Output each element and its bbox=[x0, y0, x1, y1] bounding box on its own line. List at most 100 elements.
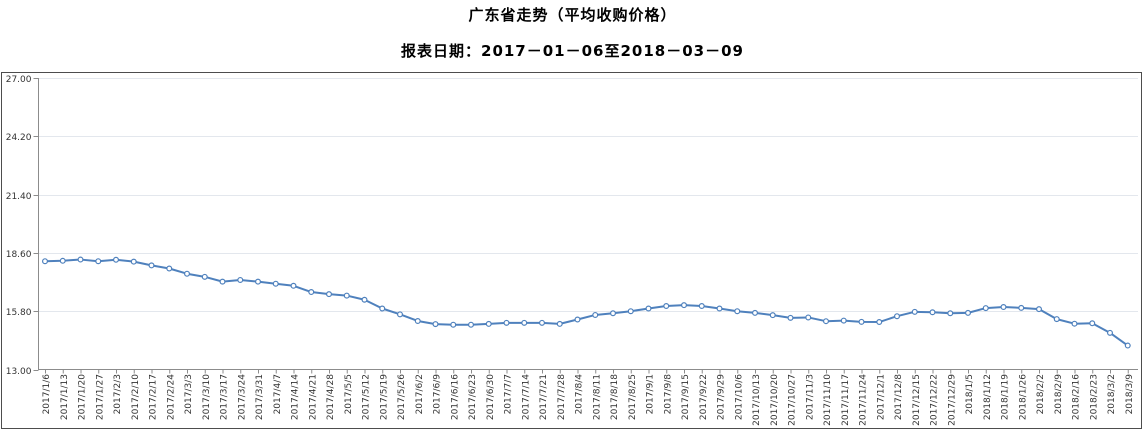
data-point-marker bbox=[556, 320, 563, 327]
x-axis-label: 2017/12/15 bbox=[912, 374, 922, 426]
data-point-marker bbox=[645, 305, 652, 312]
data-point-marker bbox=[929, 309, 936, 316]
x-axis-label: 2017/2/17 bbox=[149, 374, 159, 420]
data-point-marker bbox=[521, 319, 528, 326]
x-axis-label: 2018/2/23 bbox=[1089, 374, 1099, 420]
x-axis-label: 2017/6/9 bbox=[433, 374, 443, 415]
x-axis-label: 2017/8/25 bbox=[628, 374, 638, 420]
y-axis-label: 18.60 bbox=[6, 250, 32, 260]
data-point-marker bbox=[716, 305, 723, 312]
data-point-marker bbox=[698, 302, 705, 309]
x-axis-label: 2017/9/22 bbox=[699, 374, 709, 420]
x-axis-label: 2017/11/3 bbox=[805, 374, 815, 420]
x-axis-label: 2017/6/23 bbox=[468, 374, 478, 420]
x-axis-label: 2017/2/3 bbox=[113, 374, 123, 414]
data-point-marker bbox=[237, 276, 244, 283]
data-point-marker bbox=[1106, 329, 1113, 336]
x-axis-label: 2017/12/8 bbox=[894, 374, 904, 420]
data-point-marker bbox=[326, 291, 333, 298]
x-axis-label: 2017/2/10 bbox=[131, 374, 141, 420]
x-axis-label: 2017/12/22 bbox=[930, 374, 940, 426]
x-axis-label: 2017/4/21 bbox=[308, 374, 318, 420]
x-axis-label: 2017/9/29 bbox=[717, 374, 727, 420]
data-point-marker bbox=[201, 273, 208, 280]
data-point-marker bbox=[272, 280, 279, 287]
x-axis-label: 2017/1/13 bbox=[60, 374, 70, 420]
data-point-marker bbox=[769, 312, 776, 319]
x-axis-label: 2017/10/20 bbox=[770, 374, 780, 426]
data-point-marker bbox=[574, 316, 581, 323]
x-axis-label: 2017/5/12 bbox=[362, 374, 372, 420]
x-axis-label: 2017/7/7 bbox=[504, 374, 514, 414]
x-axis-label: 2017/1/6 bbox=[42, 374, 52, 415]
x-axis-label: 2017/2/24 bbox=[166, 374, 176, 420]
data-point-marker bbox=[1071, 320, 1078, 327]
y-axis-label: 15.80 bbox=[6, 308, 32, 318]
x-axis-label: 2017/12/29 bbox=[947, 374, 957, 426]
data-point-marker bbox=[166, 265, 173, 272]
x-axis-label: 2017/7/14 bbox=[521, 374, 531, 420]
data-point-marker bbox=[751, 309, 758, 316]
data-point-marker bbox=[148, 262, 155, 269]
x-axis-label: 2018/1/5 bbox=[965, 374, 975, 414]
y-axis-label: 24.20 bbox=[6, 133, 32, 143]
data-point-marker bbox=[876, 319, 883, 326]
x-axis-label: 2017/10/27 bbox=[788, 374, 798, 426]
data-point-marker bbox=[219, 278, 226, 285]
data-point-marker bbox=[680, 302, 687, 309]
data-point-marker bbox=[822, 318, 829, 325]
data-point-marker bbox=[77, 256, 84, 263]
x-axis-label: 2017/4/28 bbox=[326, 374, 336, 420]
data-point-marker bbox=[1035, 306, 1042, 313]
data-point-marker bbox=[1000, 304, 1007, 311]
x-axis-label: 2018/3/2 bbox=[1107, 374, 1117, 414]
data-point-marker bbox=[112, 256, 119, 263]
x-axis-label: 2017/8/18 bbox=[610, 374, 620, 420]
data-point-marker bbox=[343, 292, 350, 299]
x-axis-label: 2017/3/3 bbox=[184, 374, 194, 414]
x-axis-label: 2017/12/1 bbox=[876, 374, 886, 420]
y-axis-label: 13.00 bbox=[6, 367, 32, 377]
x-axis-label: 2017/6/30 bbox=[486, 374, 496, 420]
data-point-marker bbox=[503, 319, 510, 326]
data-point-marker bbox=[964, 309, 971, 316]
data-point-marker bbox=[361, 296, 368, 303]
data-point-marker bbox=[95, 258, 102, 265]
data-point-marker bbox=[41, 258, 48, 265]
x-axis-label: 2017/5/5 bbox=[344, 374, 354, 414]
x-axis-label: 2017/7/28 bbox=[557, 374, 567, 420]
x-axis-label: 2017/9/8 bbox=[663, 374, 673, 415]
data-point-marker bbox=[1053, 316, 1060, 323]
x-axis-label: 2018/1/12 bbox=[983, 374, 993, 420]
data-point-marker bbox=[787, 314, 794, 321]
data-point-marker bbox=[663, 302, 670, 309]
data-point-marker bbox=[255, 278, 262, 285]
data-point-marker bbox=[734, 308, 741, 315]
data-point-marker bbox=[468, 321, 475, 328]
data-point-marker bbox=[184, 270, 191, 277]
data-point-marker bbox=[450, 321, 457, 328]
x-axis-label: 2017/3/24 bbox=[237, 374, 247, 420]
data-point-marker bbox=[308, 289, 315, 296]
x-axis-label: 2017/6/2 bbox=[415, 374, 425, 414]
plot-frame bbox=[1, 72, 1142, 429]
x-axis-label: 2017/4/14 bbox=[291, 374, 301, 420]
x-axis-label: 2017/10/6 bbox=[734, 374, 744, 420]
data-point-marker bbox=[485, 320, 492, 327]
data-point-marker bbox=[609, 310, 616, 317]
data-point-marker bbox=[858, 318, 865, 325]
x-axis-label: 2017/8/4 bbox=[575, 374, 585, 415]
data-point-marker bbox=[893, 313, 900, 320]
x-axis-label: 2018/2/2 bbox=[1036, 374, 1046, 414]
data-point-marker bbox=[432, 321, 439, 328]
x-axis-label: 2017/8/11 bbox=[592, 374, 602, 420]
data-point-marker bbox=[130, 258, 137, 265]
data-point-marker bbox=[840, 317, 847, 324]
x-axis-label: 2018/1/26 bbox=[1018, 374, 1028, 420]
y-axis-label: 27.00 bbox=[6, 75, 32, 85]
data-point-marker bbox=[805, 314, 812, 321]
trend-line bbox=[44, 258, 1129, 347]
x-axis-label: 2017/9/15 bbox=[681, 374, 691, 420]
